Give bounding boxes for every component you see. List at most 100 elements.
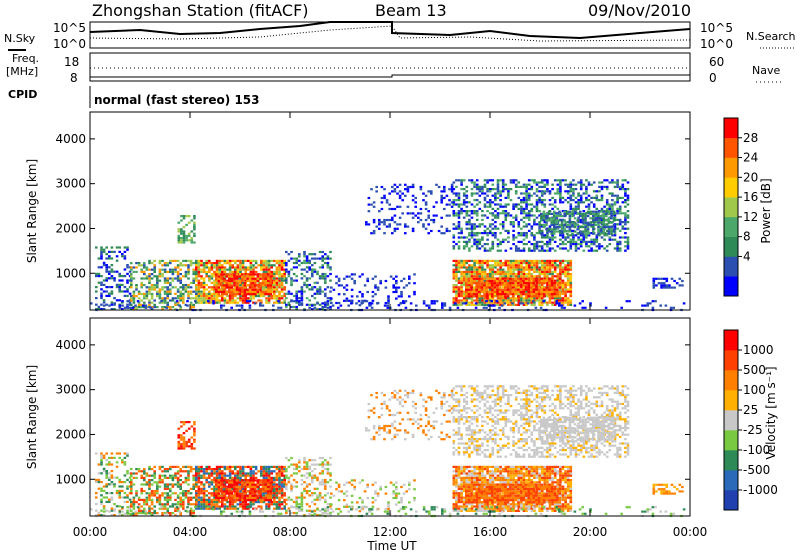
power-cell (129, 306, 132, 309)
power-cell (273, 286, 276, 289)
velocity-cell (100, 459, 103, 462)
power-cell (357, 300, 361, 303)
power-cell (501, 185, 505, 188)
power-cell (450, 185, 454, 189)
velocity-cell (200, 505, 203, 508)
power-cell (236, 266, 240, 269)
velocity-cell (100, 463, 103, 466)
power-cell (517, 290, 520, 294)
power-cell (195, 284, 198, 287)
power-cell (126, 306, 129, 309)
power-cell (501, 284, 505, 287)
power-cell (569, 190, 573, 193)
power-cell (178, 304, 181, 307)
power-cell (475, 238, 479, 241)
power-cell (475, 282, 478, 285)
velocity-cell (150, 474, 154, 477)
velocity-cell (115, 505, 119, 508)
power-cell (468, 301, 471, 304)
velocity-cell (153, 476, 156, 479)
power-cell (251, 286, 254, 289)
power-cell (517, 232, 521, 235)
power-cell (550, 290, 554, 294)
power-cell (391, 232, 394, 235)
power-cell (285, 305, 288, 309)
power-cell (179, 279, 182, 282)
power-cell (522, 247, 526, 250)
power-cell (626, 221, 630, 224)
power-cell (230, 277, 234, 280)
power-cell (561, 262, 565, 265)
power-cell (475, 303, 479, 306)
velocity-cell (126, 496, 129, 499)
velocity-cell (156, 501, 159, 504)
power-cell (473, 268, 476, 271)
power-cell (358, 304, 362, 307)
power-cell (166, 301, 169, 304)
power-cell (422, 300, 426, 303)
power-cell (537, 282, 541, 285)
power-cell (262, 288, 266, 291)
velocity-cell (169, 483, 172, 486)
power-cell (546, 188, 549, 191)
power-cell (491, 188, 495, 191)
power-cell (150, 308, 154, 311)
power-cell (496, 245, 500, 248)
velocity-cell (197, 485, 201, 488)
power-cell (525, 234, 528, 237)
power-cell (441, 302, 444, 305)
power-cell (318, 286, 322, 289)
power-cell (514, 203, 518, 206)
power-cell (584, 223, 587, 226)
power-cell (626, 227, 630, 230)
power-cell (533, 259, 536, 262)
power-cell (566, 264, 570, 267)
power-cell (244, 297, 247, 300)
velocity-cell (102, 467, 106, 470)
power-cell (424, 201, 428, 204)
power-cell (148, 262, 151, 265)
power-cell (395, 275, 398, 278)
power-cell (210, 286, 214, 289)
power-cell (239, 268, 242, 271)
power-cell (384, 301, 388, 305)
power-cell (267, 268, 271, 271)
power-cell (202, 277, 206, 280)
power-cell (540, 181, 544, 184)
power-cell (547, 219, 551, 222)
power-cell (324, 303, 327, 306)
power-cell (128, 270, 132, 273)
power-cell (569, 207, 573, 210)
power-cell (395, 297, 398, 300)
power-cell (525, 216, 528, 219)
power-cell (522, 286, 526, 289)
power-cell (231, 297, 234, 300)
power-cell (324, 294, 327, 298)
power-cell (602, 212, 605, 215)
velocity-cell (130, 501, 133, 504)
power-cell (540, 264, 544, 267)
power-cell (473, 181, 476, 184)
power-cell (646, 302, 649, 305)
power-cell (584, 228, 587, 231)
power-cell (540, 199, 544, 202)
power-cell (195, 286, 198, 289)
power-cell (105, 290, 108, 293)
power-cell (504, 297, 508, 300)
power-cell (126, 248, 129, 251)
velocity-cell (192, 496, 195, 499)
power-cell (332, 288, 336, 291)
power-cell (205, 270, 208, 273)
velocity-cell (179, 487, 182, 490)
power-cell (337, 306, 340, 309)
power-cell (618, 196, 622, 199)
power-cell (522, 281, 526, 284)
power-cell (532, 295, 536, 298)
power-cell (669, 306, 673, 309)
power-cell (108, 270, 111, 273)
power-cell (189, 286, 193, 289)
power-cell (507, 236, 510, 239)
power-cell (524, 277, 528, 280)
velocity-cell (135, 501, 138, 504)
power-cell (137, 264, 141, 267)
